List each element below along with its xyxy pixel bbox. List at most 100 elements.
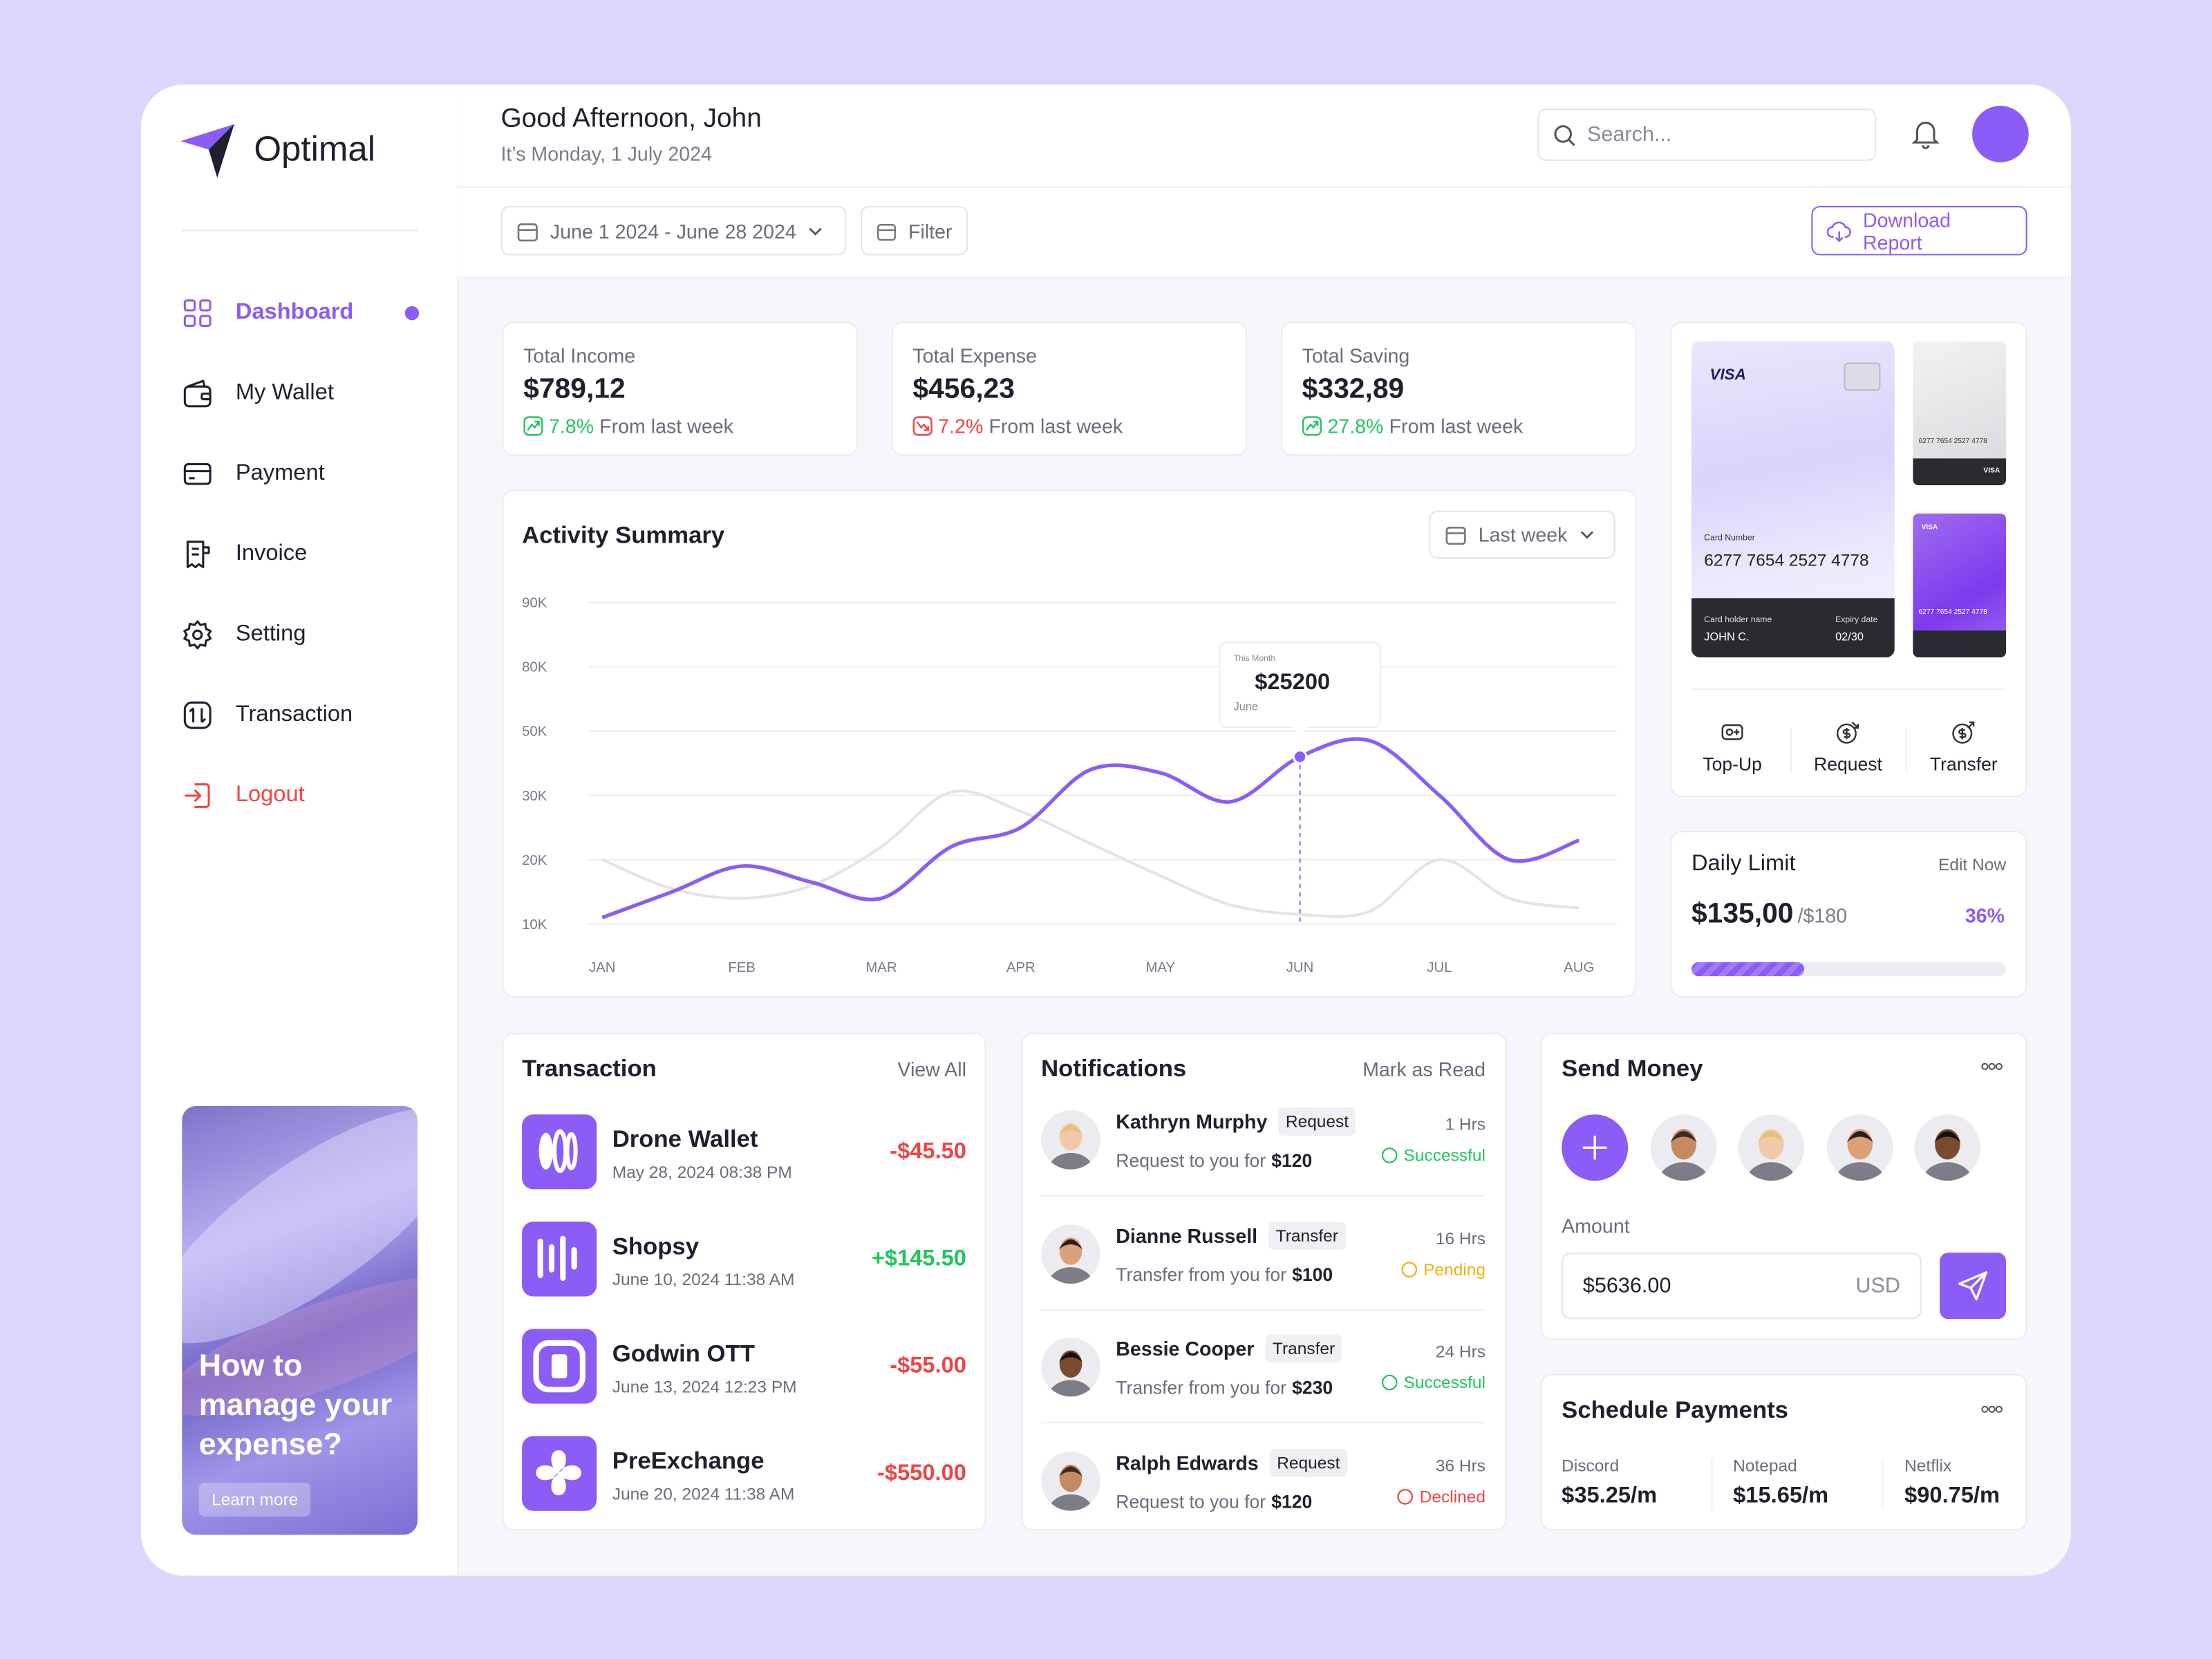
stat-label: Total Income (523, 344, 636, 367)
amount-input[interactable]: $5636.00 USD (1562, 1253, 1922, 1320)
nav-icon (183, 620, 212, 650)
highlight-point (1292, 749, 1308, 765)
notification-divider (1041, 1422, 1485, 1424)
avatar (1914, 1114, 1981, 1181)
schedule-price: $90.75/m (1904, 1483, 2000, 1508)
card-holder-label: Card holder name (1704, 616, 1772, 626)
mark-as-read[interactable]: Mark as Read (1362, 1058, 1485, 1081)
stat-change-row: 27.8% From last week (1302, 415, 1523, 438)
card-action[interactable]: Request (1799, 720, 1897, 782)
nav-item[interactable]: Invoice (182, 538, 422, 572)
x-tick-label: AUG (1564, 960, 1594, 975)
add-contact[interactable] (1562, 1114, 1629, 1181)
notification-tag: Transfer (1268, 1221, 1346, 1250)
y-tick-label: 10K (522, 917, 547, 932)
notification-text-row: Request to you for $120 (1116, 1150, 1312, 1171)
calendar-icon (517, 223, 538, 241)
transaction-icon (522, 1329, 597, 1404)
nav-item[interactable]: Setting (182, 618, 422, 652)
nav-item[interactable]: Payment (182, 457, 422, 491)
calendar-icon (1445, 526, 1466, 545)
action-icon (1836, 722, 1859, 744)
limit-total: /$180 (1797, 904, 1848, 927)
profile-avatar[interactable] (1972, 106, 2029, 162)
amount-value: $5636.00 (1582, 1273, 1671, 1298)
search-box[interactable]: Search... (1537, 109, 1877, 161)
transaction-amount: +$145.50 (871, 1247, 966, 1271)
schedule-price: $15.65/m (1733, 1483, 1829, 1508)
status-icon (1381, 1147, 1398, 1163)
topbar-divider (457, 186, 2071, 188)
card-action[interactable]: Transfer (1914, 720, 2013, 782)
activity-chart: 10K 20K 30K 50K 80K 90K JAN FEB MAR APR MAY JUN JUL A… (522, 596, 1617, 975)
y-tick-label: 90K (522, 596, 547, 611)
card-action[interactable]: Top-Up (1683, 720, 1782, 782)
notification-text: Transfer from you for (1116, 1376, 1287, 1398)
download-button[interactable]: Download Report (1811, 205, 2027, 256)
filter-button[interactable]: Filter (860, 205, 968, 256)
notification-status-row: Successful (1381, 1372, 1485, 1393)
schedule-divider (1882, 1459, 1884, 1510)
y-tick-label: 30K (522, 789, 547, 804)
action-divider (1790, 728, 1792, 774)
action-icon (1721, 724, 1743, 740)
mini-card-brand: VISA (1983, 467, 2000, 476)
notification-text: Transfer from you for (1116, 1263, 1287, 1285)
search-placeholder: Search... (1586, 122, 1672, 147)
notification-divider (1041, 1194, 1485, 1197)
notification-head: Bessie Cooper Transfer (1116, 1334, 1342, 1363)
send-money-title: Send Money (1562, 1055, 1703, 1082)
promo-card[interactable]: How to manage your expense? Learn more (182, 1105, 418, 1535)
transaction-name: PreExchange (612, 1447, 765, 1474)
stat-value: $789,12 (523, 373, 626, 405)
notification-head: Kathryn Murphy Request (1116, 1107, 1356, 1136)
cloud-icon (1826, 221, 1851, 242)
notification-amount: $230 (1292, 1376, 1333, 1398)
transaction-name: Godwin OTT (612, 1340, 755, 1367)
transaction-icon (522, 1114, 597, 1190)
mini-card-strip (1913, 458, 2007, 486)
limit-percent: 36% (1965, 904, 2005, 927)
stat-change: 7.2% (938, 414, 984, 438)
bell-icon[interactable] (1911, 118, 1940, 149)
tooltip-value: $25200 (1255, 668, 1330, 694)
date-range[interactable]: June 1 2024 - June 28 2024 (500, 205, 847, 256)
edit-now[interactable]: Edit Now (1938, 854, 2007, 875)
card-brand: VISA (1709, 366, 1746, 384)
active-dot (404, 306, 420, 321)
transaction-amount: -$55.00 (890, 1354, 966, 1378)
activity-card (502, 489, 1637, 997)
nav-item[interactable]: Transaction (182, 698, 422, 732)
notification-tag: Transfer (1265, 1334, 1342, 1363)
transaction-icon (522, 1436, 597, 1511)
promo-button[interactable]: Learn more (198, 1482, 311, 1517)
nav-label: Logout (235, 782, 305, 807)
avatar (1650, 1114, 1717, 1181)
amount-currency: USD (1855, 1273, 1900, 1298)
nav-item[interactable]: My Wallet (182, 377, 422, 411)
more-icon[interactable] (1980, 1061, 2003, 1072)
nav-item[interactable]: Logout (182, 779, 422, 813)
tooltip-month: June (1234, 700, 1258, 713)
limit-amount-row: $135,00 /$180 (1691, 899, 1847, 931)
stat-change: 7.8% (548, 414, 594, 438)
more-icon[interactable] (1980, 1404, 2003, 1415)
schedule-divider (1710, 1459, 1712, 1510)
card-divider (1691, 688, 2007, 690)
notifications-card (1021, 1032, 1507, 1531)
action-label: Top-Up (1703, 753, 1762, 775)
card-expiry-label: Expiry date (1835, 616, 1878, 626)
period-dropdown[interactable]: Last week (1429, 510, 1615, 559)
action-label: Request (1814, 753, 1882, 775)
card-expiry: 02/30 (1835, 630, 1864, 644)
y-tick-label: 80K (522, 660, 547, 675)
nav-item[interactable]: Dashboard (182, 297, 422, 330)
send-button[interactable] (1940, 1253, 2007, 1320)
view-all[interactable]: View All (897, 1058, 966, 1081)
notification-divider (1041, 1308, 1485, 1310)
nav-label: Payment (235, 461, 325, 486)
notification-status: Successful (1403, 1372, 1485, 1393)
stat-change-row: 7.8% From last week (523, 415, 733, 438)
